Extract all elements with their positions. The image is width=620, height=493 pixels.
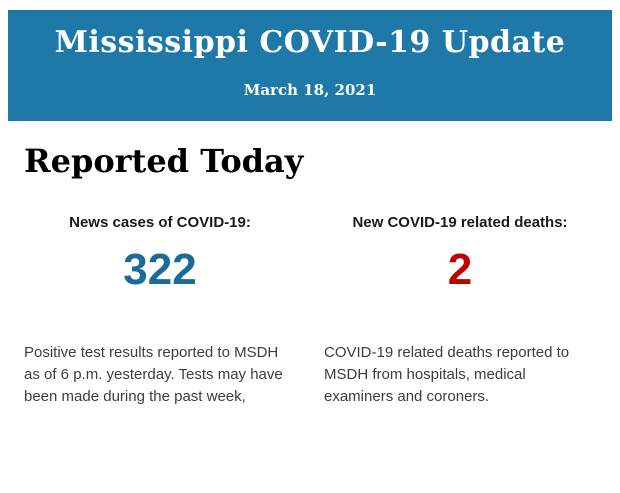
section-heading: Reported Today (24, 142, 304, 180)
new-cases-description: Positive test results reported to MSDH a… (24, 344, 283, 406)
new-deaths-description: COVID-19 related deaths reported to MSDH… (324, 344, 570, 406)
new-cases-label: News cases of COVID-19: (69, 213, 251, 231)
new-deaths-label: New COVID-19 related deaths: (352, 213, 568, 231)
header-title: Mississippi COVID-19 Update (54, 25, 566, 60)
new-deaths-value: 2 (447, 244, 473, 294)
stats-columns: News cases of COVID-19: 322 Positive tes… (24, 180, 596, 408)
page: Mississippi COVID-19 Update March 18, 20… (0, 10, 620, 493)
header-date: March 18, 2021 (243, 81, 377, 99)
stat-new-deaths: New COVID-19 related deaths: 2 COVID-19 … (324, 180, 596, 408)
header-band: Mississippi COVID-19 Update March 18, 20… (8, 10, 612, 121)
new-cases-value: 322 (123, 244, 197, 294)
stat-new-cases: News cases of COVID-19: 322 Positive tes… (24, 180, 296, 408)
